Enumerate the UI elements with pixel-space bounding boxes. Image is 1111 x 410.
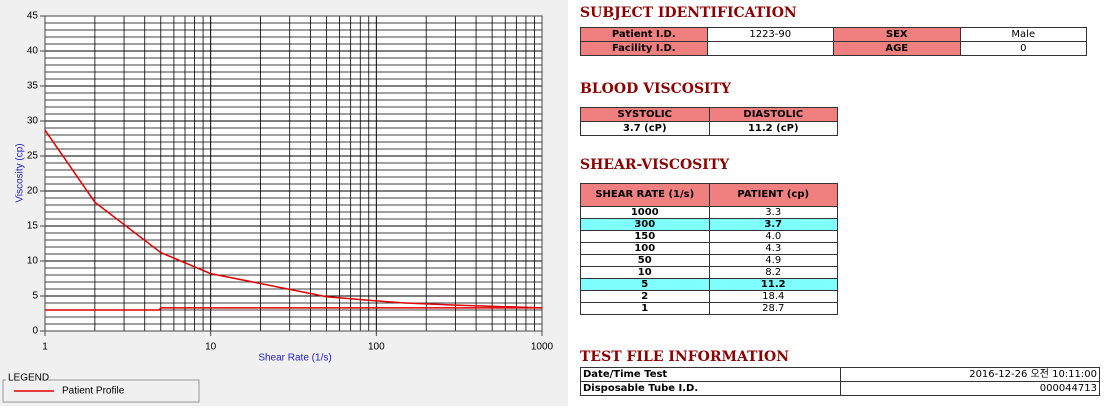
y-tick-label: 0 (32, 326, 38, 337)
x-axis-label: Shear Rate (1/s) (258, 353, 331, 364)
cell: SEX (833, 27, 961, 42)
legend-title-bg (6, 372, 48, 384)
cell: 11.2 (cP) (708, 121, 838, 136)
header-cell: DIASTOLIC (708, 107, 838, 122)
x-tick-label: 1000 (531, 342, 554, 353)
cell: 150 (580, 230, 710, 243)
row: 1000 3.3 (580, 206, 838, 219)
chart: Shear Rate (1/s) Viscosity (cp) LEGEND 0… (2, 11, 554, 403)
row: 3.7 (cP) 11.2 (cP) (580, 121, 838, 136)
cell: Disposable Tube I.D. (580, 381, 841, 396)
header-row: SYSTOLIC DIASTOLIC (580, 107, 838, 122)
cell: 300 (580, 218, 710, 231)
cell: 1000 (580, 206, 710, 219)
y-axis-label: Viscosity (cp) (15, 143, 26, 202)
cell: 4.3 (708, 242, 838, 255)
y-tick-label: 35 (27, 81, 39, 92)
row: 50 4.9 (580, 254, 838, 267)
y-tick-label: 10 (27, 256, 39, 267)
cell: Date/Time Test (580, 367, 841, 382)
row: Facility I.D. AGE 0 (580, 41, 1087, 56)
testfile-table: Date/Time Test 2016-12-26 오전 10:11:00 Disp… (580, 367, 1100, 396)
data-line (44, 129, 543, 309)
cell: 3.7 (cP) (580, 121, 710, 136)
row: 1 28.7 (580, 302, 838, 315)
cell: 2 (580, 290, 710, 303)
cell: 000044713 (839, 381, 1100, 396)
y-tick-label: 20 (27, 186, 39, 197)
cell: 0 (959, 41, 1087, 56)
section-title: SUBJECT IDENTIFICATION (580, 5, 797, 21)
cell: 4.0 (708, 230, 838, 243)
cell: 4.9 (708, 254, 838, 267)
header-row: SHEAR RATE (1/s) PATIENT (cp) (580, 183, 838, 207)
cell: 1 (580, 302, 710, 315)
cell: 11.2 (708, 278, 838, 291)
section-title: SHEAR-VISCOSITY (580, 157, 730, 173)
y-tick-label: 25 (27, 151, 39, 162)
row: 2 18.4 (580, 290, 838, 303)
x-tick-label: 1 (42, 342, 48, 353)
shear-table: SHEAR RATE (1/s) PATIENT (cp) 1000 3.3 300 3.… (580, 183, 838, 315)
y-tick-label: 30 (27, 116, 39, 127)
row: 300 3.7 (580, 218, 838, 231)
cell: Facility I.D. (580, 41, 708, 56)
row: Date/Time Test 2016-12-26 오전 10:11:00 (580, 367, 1100, 382)
section-title: BLOOD VISCOSITY (580, 81, 732, 97)
row: 150 4.0 (580, 230, 838, 243)
cell: 1223-90 (706, 27, 834, 42)
plot-area (45, 16, 542, 331)
header-cell: PATIENT (cp) (708, 183, 838, 207)
row: 10 8.2 (580, 266, 838, 279)
cell: Patient I.D. (580, 27, 708, 42)
x-tick-label: 10 (205, 342, 217, 353)
cell: 5 (580, 278, 710, 291)
legend-label: Patient Profile (62, 386, 125, 397)
data-line (45, 307, 542, 311)
row: Disposable Tube I.D. 000044713 (580, 381, 1100, 396)
cell: 50 (580, 254, 710, 267)
cell: 28.7 (708, 302, 838, 315)
cell: 18.4 (708, 290, 838, 303)
cell: 100 (580, 242, 710, 255)
cell (706, 41, 834, 56)
cell: 3.7 (708, 218, 838, 231)
chart-panel: Shear Rate (1/s) Viscosity (cp) LEGEND 0… (0, 0, 568, 406)
cell: AGE (833, 41, 961, 56)
header-cell: SYSTOLIC (580, 107, 710, 122)
cell: 8.2 (708, 266, 838, 279)
row: Patient I.D. 1223-90 SEX Male (580, 27, 1087, 42)
row: 100 4.3 (580, 242, 838, 255)
subject-table: Patient I.D. 1223-90 SEX Male Facility I.D. A… (580, 27, 1087, 56)
cell: 3.3 (708, 206, 838, 219)
legend-box (2, 379, 200, 403)
cell: Male (959, 27, 1087, 42)
y-tick-label: 45 (27, 11, 39, 22)
row: 5 11.2 (580, 278, 838, 291)
y-tick-label: 5 (32, 291, 38, 302)
x-tick-label: 100 (368, 342, 385, 353)
section-title: TEST FILE INFORMATION (580, 349, 790, 365)
blood-table: SYSTOLIC DIASTOLIC 3.7 (cP) 11.2 (cP) (580, 107, 838, 136)
cell: 10 (580, 266, 710, 279)
header-cell: SHEAR RATE (1/s) (580, 183, 710, 207)
y-tick-label: 40 (27, 46, 39, 57)
legend-title: LEGEND (8, 373, 49, 384)
plot-border (44, 15, 543, 332)
y-tick-label: 15 (27, 221, 39, 232)
cell: 2016-12-26 오전 10:11:00 (839, 367, 1100, 382)
